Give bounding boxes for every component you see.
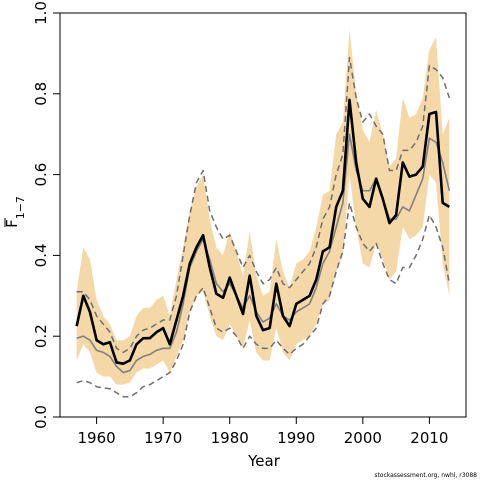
confidence-band: [76, 29, 450, 385]
x-tick-label: 2010: [410, 429, 448, 447]
x-tick-label: 1980: [211, 429, 249, 447]
x-tick-label: 1960: [78, 429, 116, 447]
plot-frame: [59, 12, 467, 418]
x-axis: 1960 1970 1980 1990 2000 2010: [78, 417, 448, 447]
y-axis-title: F1−7: [3, 196, 27, 228]
x-tick-label: 1990: [277, 429, 315, 447]
series-line-comparison-upper: [76, 56, 451, 354]
y-tick-label: 0.4: [32, 243, 50, 267]
y-axis-title-subscript: 1−7: [14, 196, 27, 219]
y-tick-label: 0.0: [32, 405, 50, 429]
y-axis-title-main: F: [3, 219, 21, 228]
x-tick-label: 1970: [144, 429, 182, 447]
y-tick-label: 1.0: [32, 1, 50, 25]
y-tick-label: 0.2: [32, 324, 50, 348]
x-axis-title: Year: [247, 452, 281, 470]
svg-text:F1−7: F1−7: [3, 196, 27, 228]
confidence-band-area: [76, 29, 450, 385]
footnote: stockassessment.org, nwhl, r3088: [374, 472, 477, 479]
y-tick-label: 0.6: [32, 163, 50, 187]
y-tick-label: 0.8: [32, 82, 50, 106]
series-lines: [75, 56, 451, 398]
x-tick-label: 2000: [344, 429, 382, 447]
series-line-comparison-lower: [76, 202, 451, 398]
y-axis: 0.0 0.2 0.4 0.6 0.8 1.0: [32, 1, 60, 429]
series-line-estimate: [75, 98, 451, 365]
